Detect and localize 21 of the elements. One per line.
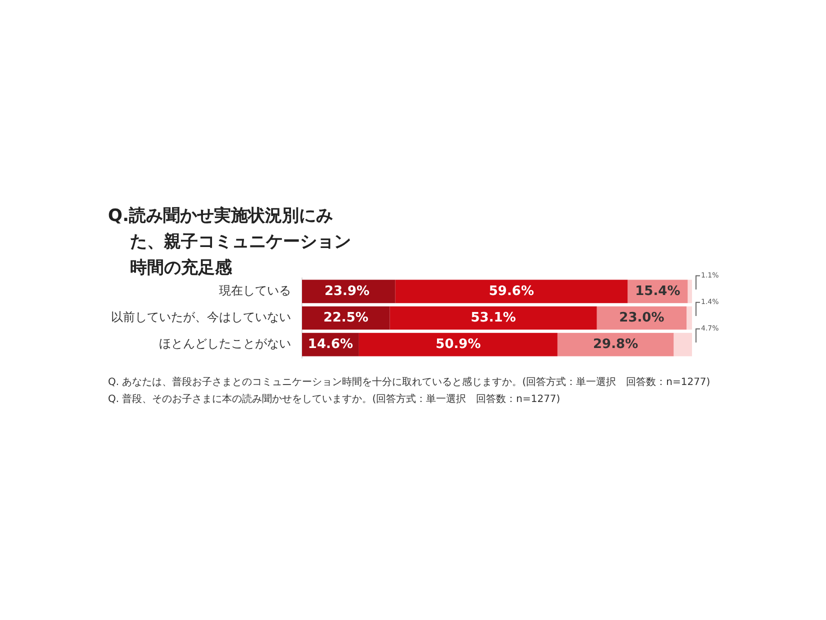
data-label: 50.9% [436, 336, 481, 352]
y-tick-label: 現在している [219, 284, 291, 298]
bar [688, 280, 692, 304]
y-tick-label: ほとんどしたことがない [159, 336, 291, 351]
chart-title: Q.読み聞かせ実施状況別にみた、親子コミュニケーション時間の充足感 [108, 205, 352, 280]
data-label: 23.0% [619, 310, 664, 326]
data-label: 59.6% [488, 284, 534, 299]
data-label: 14.6% [308, 336, 354, 352]
text: Q. 普段、そのお子さまに本の読み聞かせをしていますか。(回答方式：単一選択 回答数：n=1277) [108, 392, 562, 407]
bar [390, 306, 597, 330]
data-label: 22.5% [323, 310, 368, 326]
data-label: 53.1% [470, 310, 516, 326]
data-label: 15.4% [635, 284, 680, 299]
text: Q. あなたは、普段お子さまとのコミュニケーション時間を十分に取れていると感じますか。(回答方式：単一選択 回答数：n=1277) [108, 376, 710, 390]
y-tick-label: 以前していたが、今はしていない [111, 310, 291, 324]
bar [395, 280, 628, 304]
bar [358, 332, 558, 356]
bar [674, 332, 692, 356]
bar [686, 306, 692, 330]
data-label: 23.9% [324, 284, 370, 299]
data-label: 29.8% [593, 336, 638, 352]
